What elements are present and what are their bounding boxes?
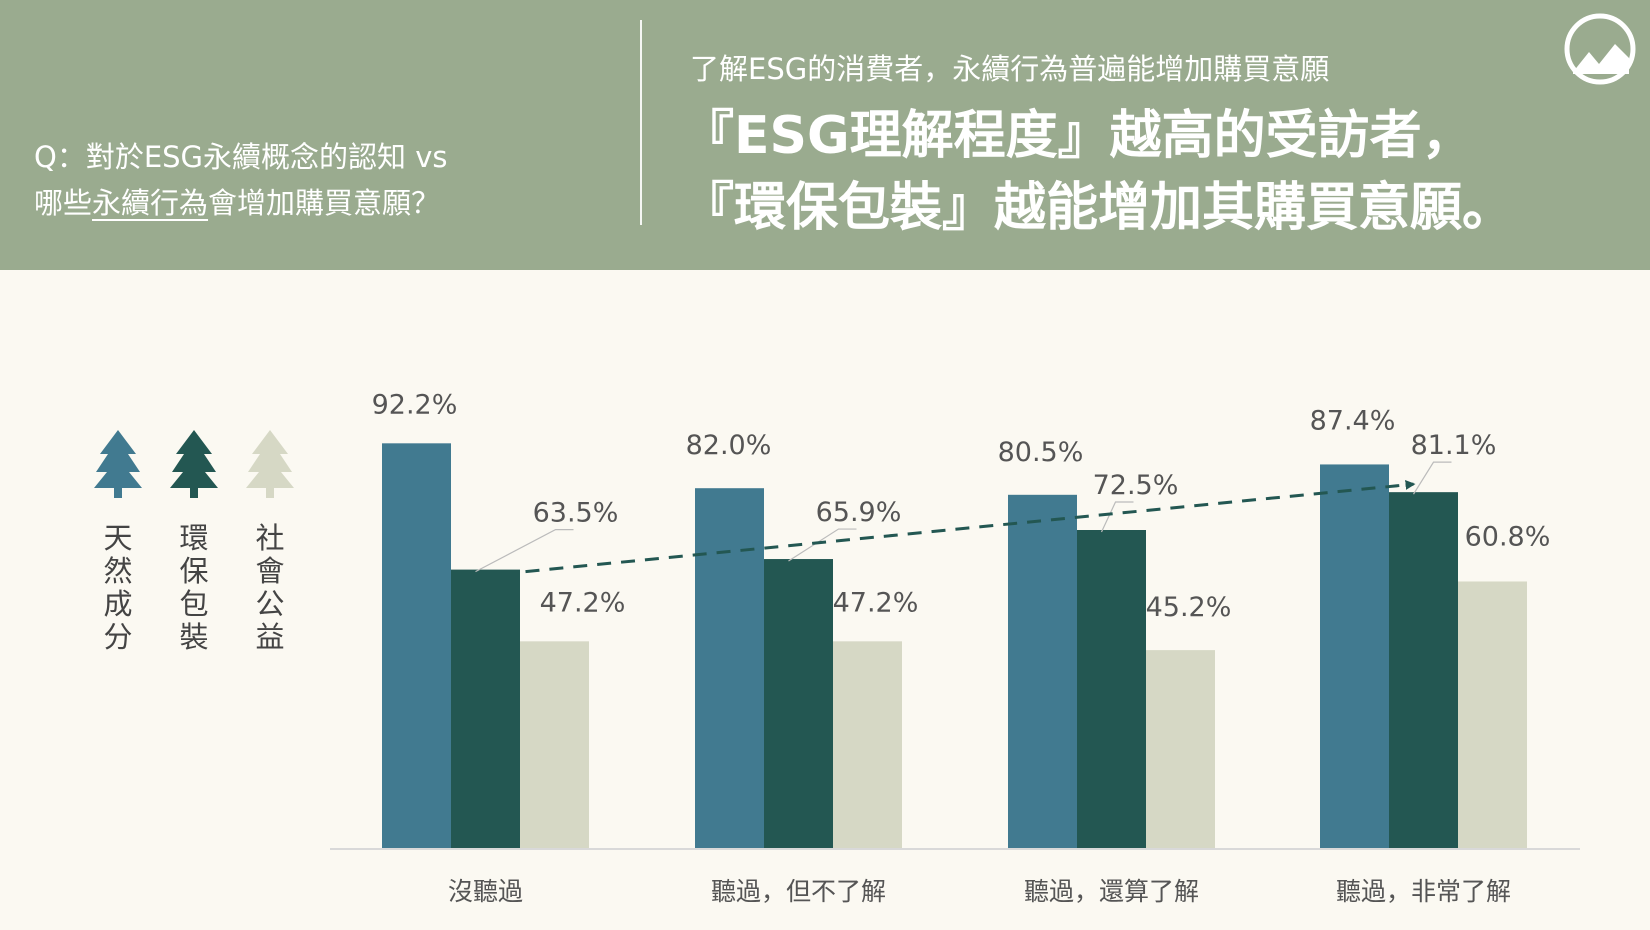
data-label: 82.0%: [686, 430, 772, 461]
question-underlined-term: 永續行為: [92, 186, 209, 220]
question-line-2: 哪些永續行為會增加購買意願？: [34, 180, 448, 226]
bar-packaging: [1389, 492, 1458, 849]
x-tick-label: 聽過，非常了解: [1336, 877, 1511, 906]
question-suffix: 會增加購買意願？: [208, 186, 441, 220]
legend-item-social: 社 會 公 益: [240, 428, 300, 654]
data-label: 60.8%: [1465, 521, 1551, 552]
bar-natural: [695, 488, 764, 849]
bar-social: [1146, 650, 1215, 849]
brand-logo-icon: [1564, 13, 1636, 85]
data-label: 92.2%: [372, 389, 458, 420]
bar-packaging: [451, 569, 520, 849]
bar-social: [520, 641, 589, 849]
label-leader-line: [475, 528, 574, 573]
labels-layer: 92.2% 63.5% 47.2% 沒聽過 82.0% 65.9% 47.2% 聽過，但不了解…: [372, 389, 1551, 906]
bar-social: [1458, 581, 1527, 849]
x-tick-label: 聽過，還算了解: [1024, 877, 1199, 906]
pine-tree-icon: [94, 430, 142, 498]
question-prefix: 哪些: [34, 186, 93, 220]
bar-social: [833, 641, 902, 849]
data-label: 63.5%: [533, 498, 619, 529]
pine-tree-icon: [170, 430, 218, 498]
data-label: 45.2%: [1146, 592, 1232, 623]
bar-packaging: [1077, 530, 1146, 849]
legend-item-natural: 天 然 成 分: [88, 428, 148, 654]
bar-natural: [382, 443, 451, 849]
header-divider: [640, 20, 642, 225]
legend-label-social: 社 會 公 益: [255, 521, 285, 654]
label-leader-line: [1100, 501, 1134, 533]
legend-label-natural: 天 然 成 分: [103, 521, 133, 654]
headline-line-1: 『ESG理解程度』越高的受訪者，: [682, 106, 1474, 166]
trend-arrow: [525, 479, 1416, 574]
label-leader-line: [1412, 461, 1452, 495]
data-label: 47.2%: [540, 587, 626, 618]
data-label: 80.5%: [998, 437, 1084, 468]
headline: 『ESG理解程度』越高的受訪者， 『環保包裝』越能增加其購買意願。: [682, 100, 1514, 244]
data-label: 72.5%: [1093, 470, 1179, 501]
headline-line-2: 『環保包裝』越能增加其購買意願。: [682, 178, 1515, 238]
legend-item-packaging: 環 保 包 裝: [164, 428, 224, 654]
data-label: 87.4%: [1310, 405, 1396, 436]
bar-packaging: [764, 559, 833, 849]
label-leader-line: [788, 528, 857, 562]
question-line-1: Q：對於ESG永續概念的認知 vs: [34, 140, 448, 174]
header-banner: Q：對於ESG永續概念的認知 vs 哪些永續行為會增加購買意願？ 了解ESG的消…: [0, 0, 1650, 270]
subtitle: 了解ESG的消費者，永續行為普遍能增加購買意願: [690, 52, 1330, 86]
survey-question: Q：對於ESG永續概念的認知 vs 哪些永續行為會增加購買意願？: [34, 134, 448, 226]
x-tick-label: 聽過，但不了解: [711, 877, 886, 906]
x-tick-label: 沒聽過: [448, 877, 523, 906]
legend-label-packaging: 環 保 包 裝: [179, 521, 209, 654]
data-label: 65.9%: [816, 497, 902, 528]
pine-tree-icon: [246, 430, 294, 498]
bar-natural: [1320, 464, 1389, 849]
bar-natural: [1008, 494, 1077, 849]
data-label: 47.2%: [833, 587, 919, 618]
data-label: 81.1%: [1411, 430, 1497, 461]
